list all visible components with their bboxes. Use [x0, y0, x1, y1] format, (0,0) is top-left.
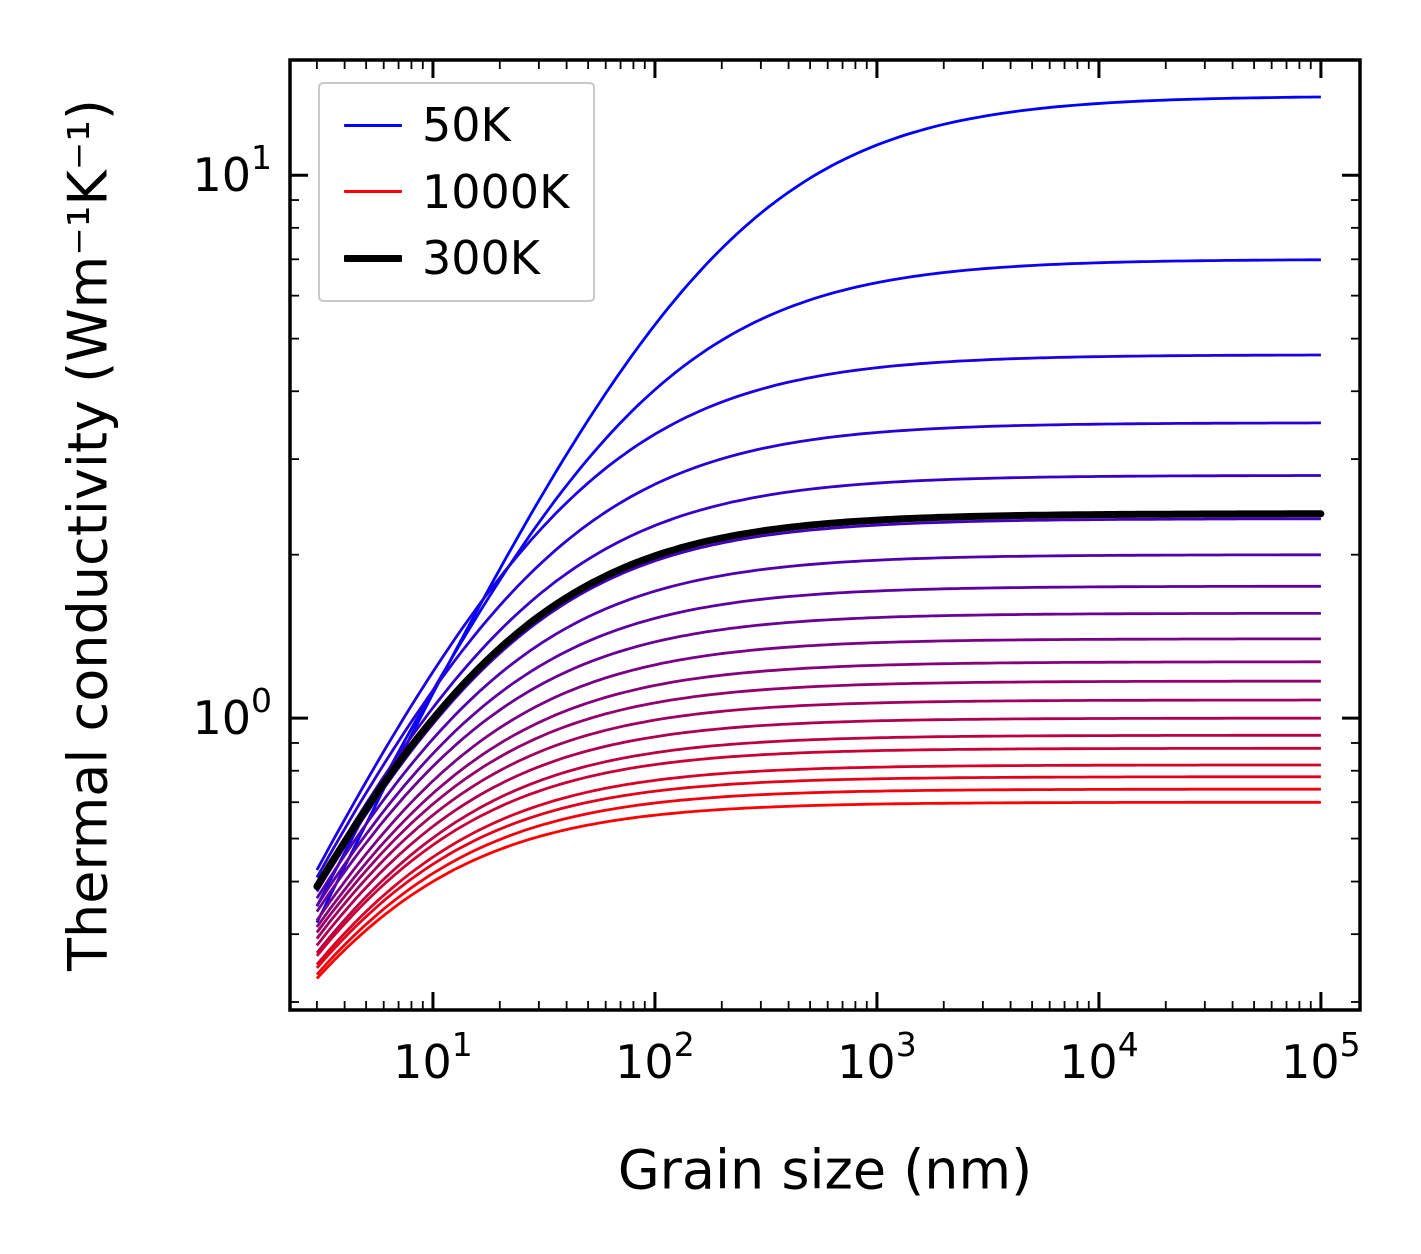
curve-350K	[315, 553, 1321, 900]
curve-300K	[315, 517, 1321, 893]
curve-800K	[315, 746, 1321, 957]
curve-400K	[315, 584, 1321, 907]
tick-label: 102	[615, 1025, 695, 1089]
curve-600K	[315, 679, 1321, 934]
axes	[288, 58, 1362, 1012]
curve-500K	[315, 637, 1321, 922]
x-axis-label: Grain size (nm)	[617, 1138, 1033, 1202]
legend-label-50k: 50K	[422, 98, 511, 152]
ticks	[290, 60, 1360, 1010]
curve-450K	[315, 612, 1321, 913]
tick-label: 101	[192, 138, 272, 202]
legend-line-sample-300k	[344, 254, 402, 262]
tick-label: 103	[837, 1025, 917, 1089]
curve-650K	[315, 698, 1321, 940]
legend: 50K 1000K 300K	[318, 82, 596, 302]
legend-label-1000k: 1000K	[422, 164, 570, 219]
legend-entry-50k: 50K	[344, 100, 569, 151]
curves	[313, 95, 1325, 980]
legend-label-300k: 300K	[422, 231, 540, 286]
legend-line-sample-50k	[344, 123, 402, 127]
curve-950K	[315, 787, 1321, 976]
curve-200K	[315, 421, 1321, 879]
legend-line-sample-1000k	[344, 190, 402, 194]
curve-100K	[315, 258, 1321, 907]
tick-label: 104	[1059, 1025, 1139, 1089]
tick-label: 100	[192, 681, 272, 745]
plot-border	[288, 58, 1362, 1012]
tick-labels: 101 102 103 104 105 100 101	[192, 138, 1360, 1089]
curve-700K	[315, 716, 1321, 947]
curve-850K	[315, 763, 1321, 966]
curve-900K	[315, 775, 1321, 969]
curve-750K	[315, 733, 1321, 954]
y-axis-label: Thermal conductivity (Wm⁻¹K⁻¹)	[56, 99, 120, 971]
curve-150K	[315, 353, 1321, 871]
legend-entry-300k: 300K	[344, 233, 569, 284]
legend-entry-1000k: 1000K	[344, 164, 570, 219]
curve-highlight-300K	[313, 510, 1325, 890]
tick-label: 101	[393, 1025, 473, 1089]
curve-1000K	[315, 800, 1321, 980]
tick-label: 105	[1281, 1025, 1361, 1089]
curve-550K	[315, 660, 1321, 928]
curve-250K	[315, 474, 1321, 886]
